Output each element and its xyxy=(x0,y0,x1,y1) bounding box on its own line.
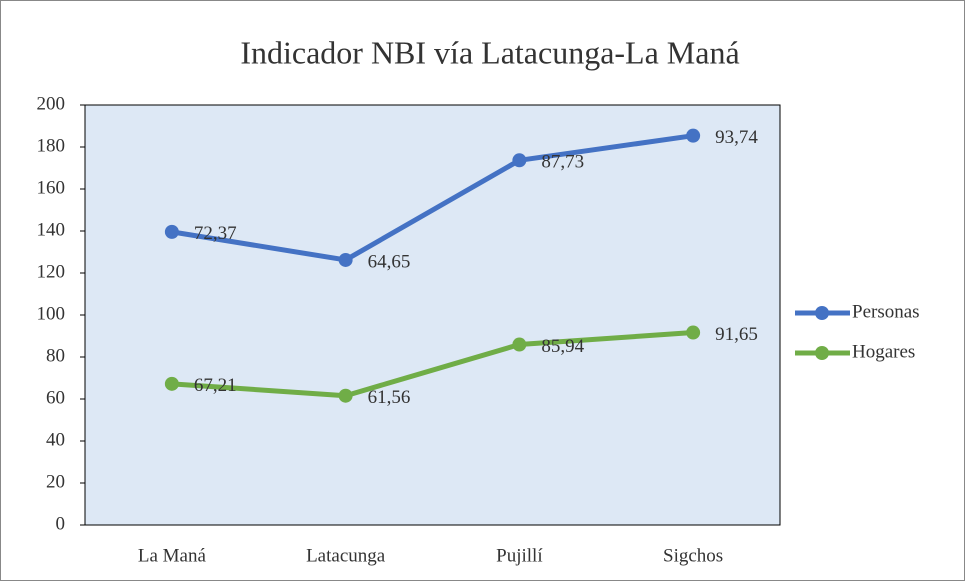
data-label: 61,56 xyxy=(368,387,411,408)
y-tick-label: 160 xyxy=(37,177,66,198)
legend-label: Personas xyxy=(852,301,920,322)
y-tick-label: 140 xyxy=(37,219,66,240)
point xyxy=(686,128,701,143)
y-tick-label: 40 xyxy=(46,429,65,450)
data-label: 67,21 xyxy=(194,375,237,396)
y-tick-label: 100 xyxy=(37,303,66,324)
point xyxy=(164,376,179,391)
point xyxy=(512,153,527,168)
chart-title: Indicador NBI vía Latacunga-La Maná xyxy=(240,34,739,70)
x-tick-label: Latacunga xyxy=(306,545,386,566)
y-tick-label: 120 xyxy=(37,261,66,282)
point xyxy=(686,325,701,340)
legend-label: Hogares xyxy=(852,341,915,362)
point xyxy=(164,224,179,239)
x-tick-label: Sigchos xyxy=(663,545,723,566)
series-line xyxy=(171,330,694,399)
series-line xyxy=(171,133,694,263)
y-tick-label: 180 xyxy=(37,135,66,156)
point xyxy=(512,337,527,352)
data-label: 85,94 xyxy=(541,336,584,357)
y-tick-label: 80 xyxy=(46,345,65,366)
y-tick-label: 0 xyxy=(56,513,66,534)
x-tick-label: La Maná xyxy=(138,545,207,566)
point xyxy=(338,252,353,267)
data-label: 91,65 xyxy=(715,324,758,345)
data-label: 87,73 xyxy=(541,152,584,173)
data-label: 93,74 xyxy=(715,127,758,148)
data-label: 72,37 xyxy=(194,223,237,244)
point xyxy=(338,388,353,403)
plot-area xyxy=(84,104,781,526)
y-tick-label: 200 xyxy=(37,93,66,114)
legend-marker xyxy=(815,306,829,320)
x-tick-label: Pujillí xyxy=(496,545,543,566)
data-label: 64,65 xyxy=(368,251,411,272)
y-tick-label: 20 xyxy=(46,471,65,492)
legend-marker xyxy=(815,346,829,360)
y-tick-label: 60 xyxy=(46,387,65,408)
